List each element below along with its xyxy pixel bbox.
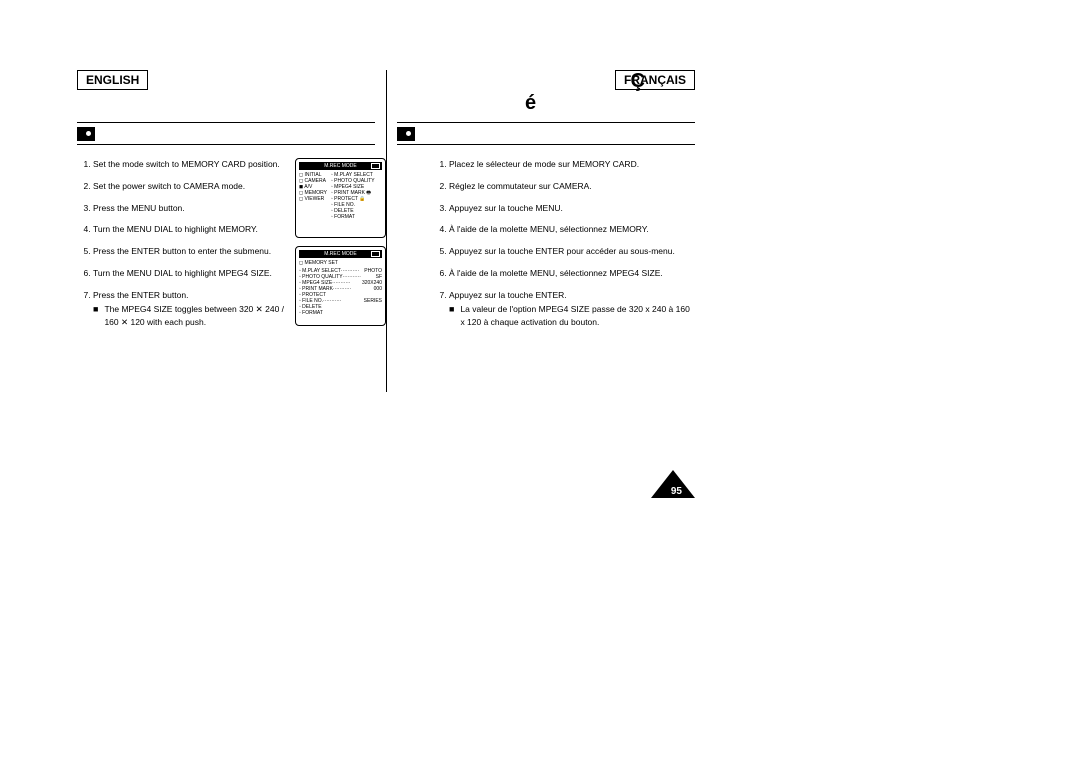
step-sub: ■ The MPEG4 SIZE toggles between 320 ✕ 2… [93,303,287,329]
step-item: Press the MENU button. [93,202,287,215]
menu-right-item: ◦ FORMAT [331,214,382,220]
screen-header: M.REC MODE [299,250,382,258]
camera-screen-1: M.REC MODE ◻ INITIAL ◻ CAMERA ◼ A/V ◻ ME… [295,158,386,238]
step-item: Set the power switch to CAMERA mode. [93,180,287,193]
section-bullet-icon [397,127,415,141]
step-item: Placez le sélecteur de mode sur MEMORY C… [449,158,695,171]
battery-icon [371,163,380,169]
steps-french: Placez le sélecteur de mode sur MEMORY C… [433,158,695,338]
vertical-divider [386,70,387,392]
steps-english: Set the mode switch to MEMORY CARD posit… [77,158,287,338]
sub-text: La valeur de l'option MPEG4 SIZE passe d… [460,303,695,329]
step-item: Appuyez sur la touche MENU. [449,202,695,215]
screen-header-text: M.REC MODE [324,251,357,257]
step-item: Réglez le commutateur sur CAMERA. [449,180,695,193]
screen-subhead: ◻ MEMORY SET [299,260,382,266]
accent-e: é [525,92,536,115]
bullet-square-icon: ■ [449,303,454,329]
lang-label-en: ENGLISH [77,70,148,90]
step-item: Appuyez sur la touche ENTER pour accéder… [449,245,695,258]
menu-row: ◦ FORMAT [299,310,382,316]
step-text: Appuyez sur la touche ENTER. [449,290,567,300]
accent-c: Ç [631,70,645,93]
step-item: Appuyez sur la touche ENTER. ■ La valeur… [449,289,695,329]
step-item: À l'aide de la molette MENU, sélectionne… [449,267,695,280]
step-sub: ■ La valeur de l'option MPEG4 SIZE passe… [449,303,695,329]
step-item: Press the ENTER button to enter the subm… [93,245,287,258]
lang-label-fr: FRANÇAIS [615,70,695,90]
section-title-fr: Sélection de la taille de l'image [397,122,695,145]
section-title-en: Selecting the moving picture sizes [77,122,375,145]
step-item: Press the ENTER button. ■ The MPEG4 SIZE… [93,289,287,329]
screen-header: M.REC MODE [299,162,382,170]
camera-screen-2: M.REC MODE ◻ MEMORY SET ◦ M.PLAY SELECT … [295,246,386,326]
step-item: Turn the MENU DIAL to highlight MPEG4 SI… [93,267,287,280]
step-item: À l'aide de la molette MENU, sélectionne… [449,223,695,236]
sub-text: The MPEG4 SIZE toggles between 320 ✕ 240… [104,303,287,329]
title-text-fr: Sélection de la taille de l'image [422,127,598,141]
step-item: Turn the MENU DIAL to highlight MEMORY. [93,223,287,236]
menu-left-item: ◻ VIEWER [299,196,331,202]
step-item: Set the mode switch to MEMORY CARD posit… [93,158,287,171]
title-text-en: Selecting the moving picture sizes [102,127,299,141]
section-bullet-icon [77,127,95,141]
step-text: Press the ENTER button. [93,290,188,300]
bullet-square-icon: ■ [93,303,98,329]
page-number: 95 [671,486,682,497]
screen-header-text: M.REC MODE [324,163,357,169]
battery-icon [371,251,380,257]
